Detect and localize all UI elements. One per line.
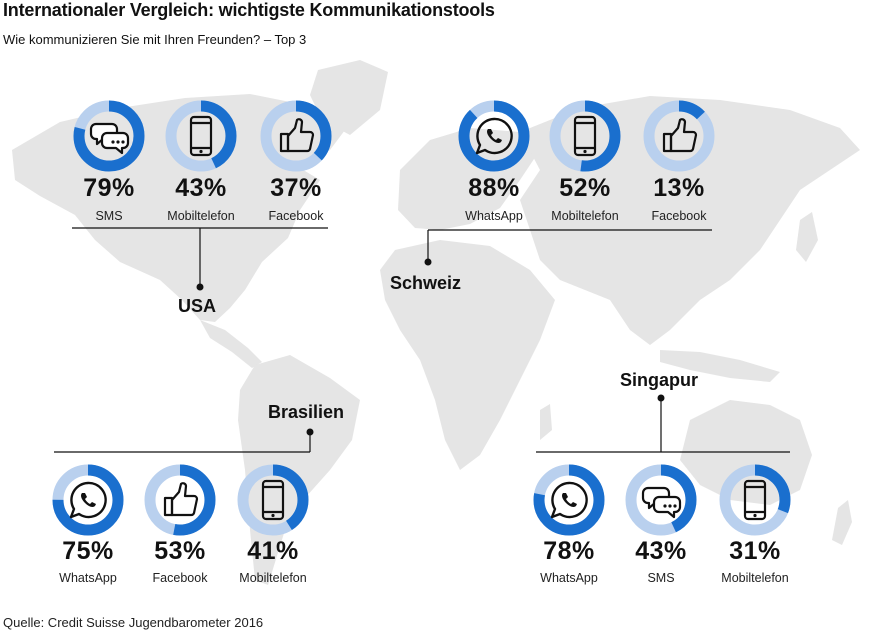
- mobile-phone-icon: [189, 115, 213, 157]
- usa-sms-percentage: 79%: [83, 174, 135, 202]
- usa-sms-donut-value: [73, 100, 145, 172]
- brasilien-facebook-label: Facebook: [152, 571, 208, 585]
- schweiz-facebook-donut: [643, 100, 715, 172]
- country-label-brasilien: Brasilien: [268, 402, 345, 422]
- brasilien-whatsapp-donut: [52, 464, 124, 536]
- chat-bubbles-icon: [89, 122, 130, 155]
- singapur-whatsapp-label: WhatsApp: [540, 571, 598, 585]
- brasilien-mobiltelefon-donut-value: [237, 464, 309, 536]
- brasilien-facebook-donut-value: [144, 464, 216, 536]
- usa-sms-label: SMS: [95, 209, 123, 223]
- schweiz-facebook-percentage: 13%: [653, 174, 705, 202]
- usa-facebook-percentage: 37%: [270, 174, 322, 202]
- singapur-sms-percentage: 43%: [635, 537, 687, 565]
- usa-facebook-label: Facebook: [268, 209, 324, 223]
- brasilien-whatsapp-label: WhatsApp: [59, 571, 117, 585]
- brasilien-whatsapp-percentage: 75%: [62, 537, 114, 565]
- schweiz-facebook-donut-value: [643, 100, 715, 172]
- brasilien-mobiltelefon-percentage: 41%: [247, 537, 299, 565]
- brasilien-facebook-percentage: 53%: [154, 537, 206, 565]
- whatsapp-icon: [550, 481, 588, 519]
- singapur-sms-label: SMS: [647, 571, 675, 585]
- source-note: Quelle: Credit Suisse Jugendbarometer 20…: [3, 615, 264, 630]
- usa-mobiltelefon-label: Mobiltelefon: [167, 209, 235, 223]
- usa-mobiltelefon-donut-value: [165, 100, 237, 172]
- brasilien-facebook-donut: [144, 464, 216, 536]
- schweiz-whatsapp-percentage: 88%: [468, 174, 520, 202]
- mobile-phone-icon: [573, 115, 597, 157]
- schweiz-location-dot: [424, 258, 432, 266]
- brasilien-whatsapp-donut-value: [52, 464, 124, 536]
- thumbs-up-icon: [662, 118, 698, 153]
- schweiz-mobiltelefon-donut-value: [549, 100, 621, 172]
- map-central-america: [200, 320, 262, 368]
- usa-facebook-donut: [260, 100, 332, 172]
- map-madagascar: [540, 404, 552, 440]
- singapur-whatsapp-percentage: 78%: [543, 537, 595, 565]
- whatsapp-icon: [69, 481, 107, 519]
- thumbs-up-icon: [279, 118, 315, 153]
- singapur-location-dot: [657, 394, 665, 402]
- mobile-phone-icon: [261, 479, 285, 521]
- map-europe: [398, 128, 540, 230]
- singapur-mobiltelefon-label: Mobiltelefon: [721, 571, 789, 585]
- map-north-america: [12, 94, 345, 322]
- usa-mobiltelefon-percentage: 43%: [175, 174, 227, 202]
- singapur-mobiltelefon-donut-value: [719, 464, 791, 536]
- schweiz-mobiltelefon-donut: [549, 100, 621, 172]
- brasilien-location-dot: [306, 428, 314, 436]
- whatsapp-icon: [475, 117, 513, 155]
- singapur-mobiltelefon-donut: [719, 464, 791, 536]
- map-africa: [380, 240, 555, 470]
- usa-facebook-donut-value: [260, 100, 332, 172]
- schweiz-mobiltelefon-percentage: 52%: [559, 174, 611, 202]
- singapur-sms-donut-value: [625, 464, 697, 536]
- schweiz-whatsapp-donut: [458, 100, 530, 172]
- singapur-whatsapp-donut: [533, 464, 605, 536]
- schweiz-mobiltelefon-label: Mobiltelefon: [551, 209, 619, 223]
- chat-bubbles-icon: [641, 486, 682, 519]
- map-new-zealand: [832, 500, 852, 545]
- mobile-phone-icon: [743, 479, 767, 521]
- map-japan: [796, 212, 818, 262]
- schweiz-facebook-label: Facebook: [651, 209, 707, 223]
- country-label-usa: USA: [178, 296, 217, 316]
- singapur-mobiltelefon-percentage: 31%: [729, 537, 781, 565]
- singapur-whatsapp-donut-value: [533, 464, 605, 536]
- country-label-singapur: Singapur: [620, 370, 699, 390]
- map-greenland: [310, 60, 388, 135]
- schweiz-whatsapp-donut-value: [458, 100, 530, 172]
- chart-subtitle: Wie kommunizieren Sie mit Ihren Freunden…: [3, 32, 307, 47]
- thumbs-up-icon: [163, 482, 199, 517]
- usa-location-dot: [196, 283, 204, 291]
- country-label-schweiz: Schweiz: [390, 273, 462, 293]
- usa-mobiltelefon-donut: [165, 100, 237, 172]
- schweiz-whatsapp-label: WhatsApp: [465, 209, 523, 223]
- singapur-sms-donut: [625, 464, 697, 536]
- brasilien-mobiltelefon-donut: [237, 464, 309, 536]
- usa-sms-donut: [73, 100, 145, 172]
- chart-title: Internationaler Vergleich: wichtigste Ko…: [3, 0, 495, 20]
- brasilien-mobiltelefon-label: Mobiltelefon: [239, 571, 307, 585]
- map-indonesia: [660, 350, 780, 382]
